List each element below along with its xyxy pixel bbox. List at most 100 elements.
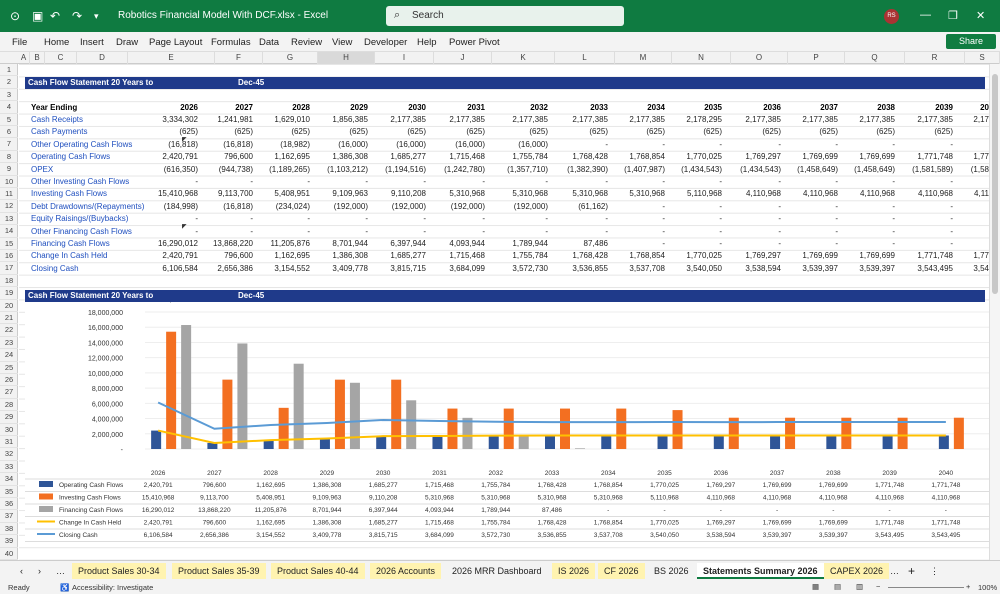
row-header[interactable]: 27 (0, 386, 18, 399)
page-layout-view-icon[interactable]: ▤ (834, 582, 842, 591)
menu-formulas[interactable]: Formulas (211, 37, 251, 48)
table-cell[interactable]: 15,410,968 (157, 189, 198, 199)
table-cell[interactable]: (1,434,543) (740, 164, 781, 174)
line-closing-cash[interactable] (157, 401, 946, 430)
normal-view-icon[interactable]: ▦ (812, 582, 820, 591)
row-label[interactable]: Year Ending (31, 102, 78, 112)
bar-investing-cash-flows[interactable] (560, 408, 570, 449)
page-break-view-icon[interactable]: ▥ (856, 582, 864, 591)
table-cell[interactable]: 2,177,385 (802, 115, 838, 124)
table-cell[interactable]: - (719, 139, 722, 149)
row-header[interactable]: 26 (0, 374, 18, 387)
row-header[interactable]: 38 (0, 523, 18, 536)
table-cell[interactable]: (1,382,390) (567, 164, 608, 174)
column-header[interactable]: K (492, 52, 555, 64)
table-cell[interactable]: 3,409,778 (332, 263, 368, 273)
table-cell[interactable]: (18,982) (280, 139, 310, 149)
table-cell[interactable]: (1,58 (970, 164, 989, 174)
tab-2026-accounts[interactable]: 2026 Accounts (370, 563, 442, 579)
table-cell[interactable]: (234,024) (275, 201, 310, 211)
table-cell[interactable]: 20 (980, 102, 989, 112)
table-cell[interactable]: (625) (703, 127, 722, 137)
table-cell[interactable]: 1,771,748 (917, 152, 953, 162)
table-cell[interactable]: - (307, 214, 310, 224)
table-cell[interactable]: - (662, 139, 665, 149)
column-header[interactable]: C (45, 52, 77, 64)
column-header[interactable]: M (615, 52, 672, 64)
table-cell[interactable]: 3,154,552 (274, 263, 310, 273)
column-header[interactable]: N (672, 52, 731, 64)
menu-developer[interactable]: Developer (364, 37, 408, 48)
table-cell[interactable]: (1,242,780) (444, 164, 485, 174)
row-label[interactable]: Other Operating Cash Flows (31, 139, 133, 149)
table-cell[interactable]: 5,310,968 (512, 189, 548, 199)
table-cell[interactable]: - (482, 214, 485, 224)
table-cell[interactable]: 4,093,944 (449, 239, 485, 248)
table-cell[interactable]: 1,769,297 (745, 152, 781, 162)
bar-investing-cash-flows[interactable] (278, 407, 289, 449)
table-cell[interactable]: 1,769,699 (859, 251, 895, 261)
table-cell[interactable]: - (195, 214, 198, 224)
bar-operating-cash-flows[interactable] (545, 435, 555, 449)
table-cell[interactable]: - (719, 201, 722, 211)
table-cell[interactable]: (61,162) (578, 201, 608, 211)
bar-financing-cash-flows[interactable] (462, 417, 473, 449)
row-label[interactable]: Other Investing Cash Flows (31, 177, 130, 186)
table-cell[interactable]: 1,769,297 (745, 251, 781, 261)
table-cell[interactable]: - (482, 177, 485, 186)
table-cell[interactable]: - (250, 177, 253, 186)
bar-investing-cash-flows[interactable] (616, 408, 627, 449)
table-cell[interactable]: 1,629,010 (274, 115, 310, 124)
row-header[interactable]: 33 (0, 461, 18, 474)
table-cell[interactable]: (192,000) (391, 201, 426, 211)
menu-help[interactable]: Help (417, 37, 437, 48)
row-header[interactable]: 7 (0, 138, 18, 151)
table-cell[interactable]: - (605, 226, 608, 236)
table-cell[interactable]: - (250, 214, 253, 224)
table-cell[interactable]: (616,350) (163, 164, 198, 174)
row-header[interactable]: 39 (0, 535, 18, 548)
table-cell[interactable]: (1,103,212) (327, 164, 368, 174)
table-cell[interactable]: 1,768,428 (572, 152, 608, 162)
tab-cf-2026[interactable]: CF 2026 (598, 563, 645, 579)
table-cell[interactable]: 4,110,968 (860, 189, 895, 199)
table-cell[interactable]: 9,109,963 (332, 189, 368, 199)
bar-investing-cash-flows[interactable] (953, 417, 964, 449)
bar-investing-cash-flows[interactable] (391, 379, 402, 449)
table-cell[interactable]: - (605, 139, 608, 149)
table-cell[interactable]: 1,769,699 (802, 152, 838, 162)
table-cell[interactable]: 2028 (292, 102, 310, 112)
table-cell[interactable]: (16,000) (518, 139, 548, 149)
table-cell[interactable]: (1,194,516) (385, 164, 426, 174)
table-cell[interactable]: 1,789,944 (512, 239, 548, 248)
vertical-scrollbar[interactable] (989, 64, 1000, 560)
column-header[interactable]: Q (845, 52, 905, 64)
table-cell[interactable]: 3,539,397 (802, 263, 838, 273)
table-cell[interactable]: 3,54 (973, 263, 989, 273)
menu-page-layout[interactable]: Page Layout (149, 37, 203, 48)
table-cell[interactable]: - (365, 214, 368, 224)
menu-insert[interactable]: Insert (80, 37, 104, 48)
table-cell[interactable]: (1,407,987) (624, 164, 665, 174)
table-cell[interactable]: 87,486 (583, 239, 608, 248)
table-cell[interactable]: 1,856,385 (332, 115, 368, 124)
avatar[interactable]: RS (884, 9, 899, 24)
table-cell[interactable]: (625) (646, 127, 665, 137)
bar-investing-cash-flows[interactable] (841, 417, 852, 449)
table-cell[interactable]: 1,755,784 (512, 152, 548, 162)
table-cell[interactable]: - (950, 177, 953, 186)
table-cell[interactable]: (1,189,265) (269, 164, 310, 174)
row-header[interactable]: 17 (0, 262, 18, 275)
table-cell[interactable]: 2031 (467, 102, 485, 112)
row-label[interactable]: Cash Payments (31, 127, 88, 137)
table-cell[interactable]: - (195, 177, 198, 186)
table-cell[interactable]: 2036 (763, 102, 781, 112)
table-cell[interactable]: 4,11 (974, 189, 989, 199)
table-cell[interactable]: 2,177,385 (390, 115, 426, 124)
table-cell[interactable]: 2027 (235, 102, 253, 112)
table-cell[interactable]: 2,177,385 (449, 115, 485, 124)
bar-operating-cash-flows[interactable] (882, 435, 893, 449)
table-cell[interactable]: (1,434,543) (681, 164, 722, 174)
row-header[interactable]: 10 (0, 176, 18, 188)
